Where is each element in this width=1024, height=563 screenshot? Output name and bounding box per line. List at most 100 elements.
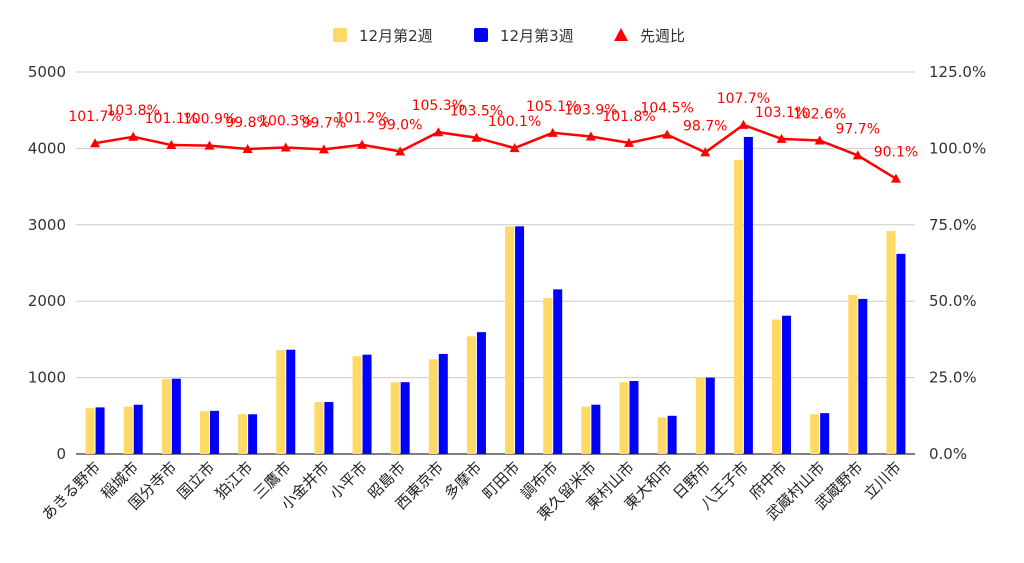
ratio-marker (738, 119, 749, 129)
ratio-data-label: 90.1% (874, 145, 918, 161)
ratio-marker (280, 142, 291, 152)
bar-week2 (238, 414, 248, 454)
ratio-marker (623, 137, 634, 147)
ratio-line (90, 119, 901, 183)
bar-week2 (581, 406, 591, 454)
category-label: あきる野市 (38, 458, 104, 524)
bar-week2 (619, 382, 629, 454)
ratio-data-label: 99.0% (378, 117, 422, 133)
ratio-data-label: 103.5% (450, 104, 503, 120)
ratio-marker (509, 143, 520, 153)
ratio-marker (814, 135, 825, 145)
left-axis: 0 1000 2000 3000 4000 5000 (28, 63, 66, 463)
legend-swatch-week2 (333, 28, 347, 42)
right-tick-label: 0.0% (929, 445, 967, 463)
category-label: 狛江市 (212, 458, 257, 503)
ratio-data-label: 103.8% (107, 103, 160, 119)
legend-swatch-week3 (474, 28, 488, 42)
bar-week3 (171, 378, 181, 454)
bar-week2 (505, 226, 515, 454)
legend-label-week3: 12月第3週 (500, 27, 574, 45)
ratio-data-label: 104.5% (640, 101, 693, 117)
ratio-data-label: 100.1% (488, 114, 541, 130)
ratio-data-label: 101.7% (68, 109, 121, 125)
ratio-marker (90, 138, 101, 148)
bar-week2 (85, 408, 95, 454)
ratio-marker (395, 146, 406, 156)
ratio-data-label: 100.3% (259, 113, 312, 129)
left-tick-label: 2000 (28, 292, 66, 310)
right-tick-label: 75.0% (929, 216, 977, 234)
ratio-data-label: 100.9% (183, 112, 236, 128)
ratio-data-label: 98.7% (683, 118, 727, 134)
category-label: 多摩市 (441, 458, 486, 503)
right-axis: 0.0% 25.0% 50.0% 75.0% 100.0% 125.0% (929, 63, 986, 463)
ratio-marker (547, 127, 558, 137)
right-tick-label: 125.0% (929, 63, 986, 81)
ratio-marker (471, 132, 482, 142)
ratio-marker (433, 127, 444, 137)
ratio-marker (166, 140, 177, 150)
ratio-marker (318, 144, 329, 154)
ratio-data-label: 105.1% (526, 99, 579, 115)
category-label: 町田市 (479, 458, 524, 503)
bar-week3 (782, 315, 792, 454)
legend-marker-ratio (614, 28, 628, 41)
bar-week3 (209, 410, 219, 454)
bar-week3 (515, 226, 525, 454)
bars (85, 136, 906, 455)
ratio-data-label: 105.3% (412, 98, 465, 114)
left-tick-label: 5000 (28, 63, 66, 81)
bar-week2 (161, 379, 171, 454)
bar-week2 (199, 411, 209, 454)
ratio-marker (852, 150, 863, 160)
bar-week3 (400, 382, 410, 454)
bar-week3 (248, 414, 258, 454)
bar-week3 (858, 298, 868, 454)
bar-week2 (810, 414, 820, 454)
bar-week3 (553, 289, 563, 454)
ratio-marker (357, 139, 368, 149)
bar-week3 (591, 404, 601, 454)
legend: 12月第2週 12月第3週 先週比 (333, 27, 685, 45)
bar-week2 (276, 350, 286, 454)
bar-week2 (390, 382, 400, 454)
ratio-marker (776, 133, 787, 143)
ratio-data-label: 101.2% (335, 111, 388, 127)
bar-week3 (95, 407, 105, 454)
left-tick-label: 1000 (28, 369, 66, 387)
data-labels: 101.7%103.8%101.1%100.9%99.8%100.3%99.7%… (68, 91, 918, 161)
category-label: 立川市 (860, 458, 905, 503)
bar-week2 (428, 359, 438, 454)
ratio-data-label: 103.1% (755, 105, 808, 121)
bar-week3 (476, 332, 486, 454)
bar-week2 (657, 417, 667, 454)
bar-week3 (133, 404, 143, 454)
bar-week2 (695, 377, 705, 454)
ratio-marker (662, 129, 673, 139)
bar-week2 (848, 295, 858, 454)
ratio-data-label: 101.1% (145, 111, 198, 127)
bar-week2 (772, 319, 782, 454)
ratio-marker (242, 144, 253, 154)
ratio-line-path (94, 123, 897, 180)
ratio-data-label: 102.6% (793, 106, 846, 122)
bar-week2 (314, 402, 324, 454)
ratio-data-label: 101.8% (602, 109, 655, 125)
left-tick-label: 4000 (28, 139, 66, 157)
ratio-data-label: 107.7% (717, 91, 770, 107)
bar-week2 (733, 159, 743, 455)
bar-week2 (123, 406, 133, 454)
right-tick-label: 50.0% (929, 292, 977, 310)
ratio-data-label: 99.7% (302, 115, 346, 131)
bar-week3 (705, 377, 715, 454)
left-tick-label: 0 (56, 445, 66, 463)
bar-week3 (438, 353, 448, 454)
legend-label-week2: 12月第2週 (359, 27, 433, 45)
category-axis: あきる野市稲城市国分寺市国立市狛江市三鷹市小金井市小平市昭島市西東京市多摩市町田… (38, 458, 904, 524)
ratio-marker (890, 173, 901, 183)
right-tick-label: 100.0% (929, 139, 986, 157)
ratio-marker (585, 131, 596, 141)
bar-week3 (896, 253, 906, 454)
